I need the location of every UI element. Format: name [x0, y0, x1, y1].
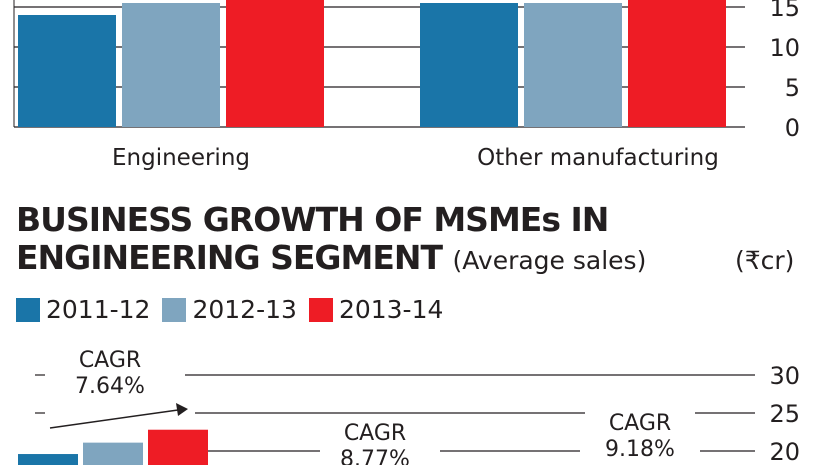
bar-2012-13-1: [524, 3, 622, 127]
cagr-label-1: CAGR: [79, 348, 141, 373]
bar-2012-13: [83, 442, 143, 465]
bar-2011-12-1: [420, 3, 518, 127]
bar-2013-14: [148, 429, 208, 465]
cagr-label-2: CAGR: [344, 421, 406, 446]
legend-swatch: [162, 297, 187, 322]
bar-2012-13-0: [122, 3, 220, 127]
cagr-label-3: CAGR: [609, 411, 671, 436]
unit-label: (₹cr): [735, 246, 795, 275]
bar-2013-14-0: [226, 0, 324, 127]
y-tick-label: 10: [769, 34, 800, 62]
top-bar-chart: 0 5 10 15 Engineering Other manufacturing: [13, 0, 800, 171]
cagr-arrow-line: [49, 409, 179, 429]
y-tick-label: 0: [785, 114, 800, 142]
bar-2011-12: [18, 454, 78, 465]
legend-item-2012-13: 2012-13: [162, 295, 297, 324]
category-label-other-manufacturing: Other manufacturing: [477, 145, 719, 171]
legend-swatch: [308, 297, 333, 322]
y-tick-label: 30: [769, 362, 800, 390]
legend-label: 2013-14: [338, 295, 444, 324]
y-tick-label: 15: [769, 0, 800, 22]
bar-2011-12-0: [18, 15, 116, 127]
legend-label: 2012-13: [192, 295, 297, 324]
bar-2013-14-1: [628, 0, 726, 127]
cagr-arrow-head: [176, 403, 188, 416]
chart-title-line2: ENGINEERING SEGMENT (Average sales): [16, 238, 647, 277]
cagr-value-3: 9.18%: [605, 437, 675, 462]
legend-label: 2011-12: [46, 295, 151, 324]
category-label-engineering: Engineering: [112, 145, 250, 171]
chart-title-line1: BUSINESS GROWTH OF MSMEs IN: [16, 200, 609, 239]
legend: 2011-12 2012-13 2013-14: [16, 295, 455, 324]
y-tick-label: 5: [785, 74, 800, 102]
legend-item-2013-14: 2013-14: [308, 295, 444, 324]
chart-subtitle: (Average sales): [452, 246, 647, 275]
y-tick-label: 20: [769, 438, 800, 465]
cagr-value-1: 7.64%: [75, 374, 145, 399]
legend-swatch: [16, 297, 40, 322]
cagr-value-2: 8.77%: [340, 447, 410, 465]
y-tick-label: 25: [769, 400, 800, 428]
legend-item-2011-12: 2011-12: [16, 295, 150, 324]
